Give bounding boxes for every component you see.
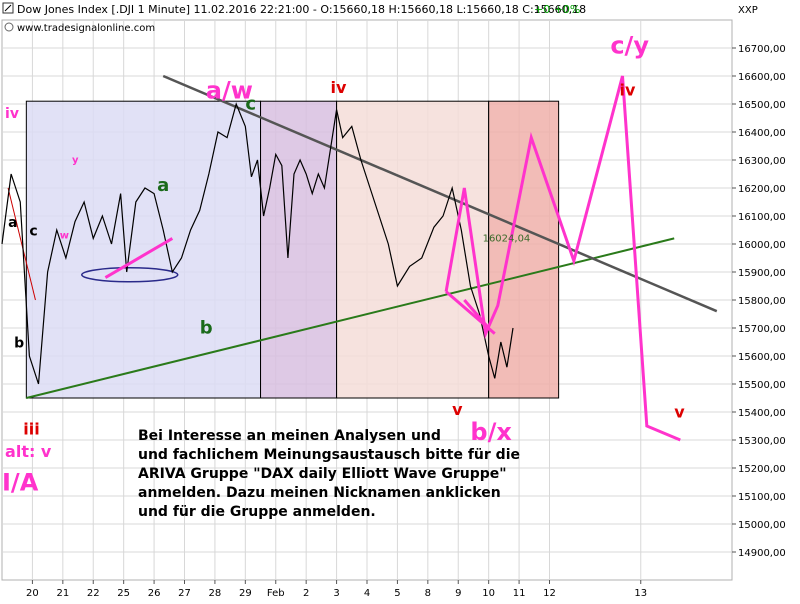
price-line <box>1 102 514 385</box>
wave-label: a <box>157 175 169 196</box>
x-tick-label: 11 <box>513 588 526 599</box>
note-line-4: anmelden. Dazu meinen Nicknamen anklicke… <box>138 485 501 501</box>
x-tick-label: 26 <box>148 588 161 599</box>
wave-label: c/y <box>610 32 649 60</box>
y-tick-label: 16400,00 <box>738 128 786 139</box>
y-tick-label: 16700,00 <box>738 44 786 55</box>
axis-layer: 14900,00 15000,00 15100,00 15200,00 15300,00… <box>26 44 786 599</box>
x-tick-label: 25 <box>117 588 130 599</box>
wave-label: b/x <box>470 418 512 446</box>
y-tick-label: 16600,00 <box>738 72 786 83</box>
y-tick-label: 16300,00 <box>738 156 786 167</box>
wave-label: iii <box>23 419 39 438</box>
x-tick-label: 21 <box>56 588 69 599</box>
wave-label: c <box>29 224 37 240</box>
x-tick-label: 28 <box>209 588 222 599</box>
y-tick-label: 14900,00 <box>738 548 786 559</box>
x-tick-label: 4 <box>364 588 370 599</box>
wave-label: v <box>452 400 463 419</box>
x-tick-label: 10 <box>482 588 495 599</box>
y-tick-label: 15200,00 <box>738 464 786 475</box>
chart-title: Dow Jones Index [.DJI 1 Minute] 11.02.20… <box>17 3 586 16</box>
y-tick-label: 16200,00 <box>738 184 786 195</box>
green-trend-line <box>26 237 675 399</box>
wave-label: a <box>8 215 17 231</box>
wave-label: v <box>674 403 685 422</box>
projection-layer <box>104 75 681 442</box>
y-tick-label: 15000,00 <box>738 520 786 531</box>
wave-label: iv <box>619 81 635 100</box>
x-tick-label: 5 <box>394 588 400 599</box>
wave-label: b <box>200 318 213 339</box>
wave-label: a/w <box>206 76 253 104</box>
wave-label: b <box>14 336 24 352</box>
y-tick-label: 15300,00 <box>738 436 786 447</box>
note-line-5: und für die Gruppe anmelden. <box>138 504 376 520</box>
y-tick-label: 15700,00 <box>738 324 786 335</box>
shaded-box <box>336 100 490 399</box>
line-layer <box>7 74 718 399</box>
change-readout: +0 +0% <box>534 3 580 16</box>
x-tick-label: 3 <box>333 588 339 599</box>
projection-segment <box>104 237 174 279</box>
x-tick-label: 12 <box>543 588 556 599</box>
y-tick-label: 16000,00 <box>738 240 786 251</box>
x-tick-label: 29 <box>239 588 252 599</box>
x-tick-label: 8 <box>425 588 431 599</box>
note-line-3: ARIVA Gruppe "DAX daily Elliott Wave Gru… <box>138 466 507 482</box>
x-tick-label: 9 <box>455 588 461 599</box>
note-line-1: Bei Interesse an meinen Analysen und <box>138 428 441 444</box>
website-label: www.tradesignalonline.com <box>17 23 155 34</box>
x-tick-label: 22 <box>87 588 100 599</box>
wave-label: alt: v <box>5 442 52 461</box>
axis-unit-label: XXP <box>738 5 758 16</box>
y-tick-label: 15900,00 <box>738 268 786 279</box>
wave-label: I/A <box>2 468 39 496</box>
header: Dow Jones Index [.DJI 1 Minute] 11.02.20… <box>2 2 758 34</box>
note-line-2: und fachlichem Meinungsaustausch bitte f… <box>138 447 520 463</box>
wave-label: iv <box>331 78 347 97</box>
y-tick-label: 15100,00 <box>738 492 786 503</box>
x-tick-label: 27 <box>178 588 191 599</box>
shaded-box <box>25 100 262 399</box>
projection-path <box>444 75 681 442</box>
y-tick-label: 15500,00 <box>738 380 786 391</box>
price-layer <box>1 102 514 385</box>
red-channel-line <box>7 187 36 301</box>
note-block: Bei Interesse an meinen Analysen und und… <box>138 428 520 520</box>
resistance-line <box>162 74 718 313</box>
price-readout-label: 16024,04 <box>483 233 531 244</box>
x-tick-label: 2 <box>303 588 309 599</box>
wave-label: iv <box>5 106 19 122</box>
projection-segment <box>445 290 496 335</box>
y-tick-label: 16500,00 <box>738 100 786 111</box>
y-tick-label: 15800,00 <box>738 296 786 307</box>
line-10 <box>4 4 12 12</box>
y-tick-label: 15400,00 <box>738 408 786 419</box>
copyright-icon <box>4 22 14 32</box>
wave-label: y <box>72 155 79 166</box>
consolidation-ellipse <box>81 267 179 283</box>
x-tick-label: 20 <box>26 588 39 599</box>
wave-label: w <box>60 230 69 241</box>
x-tick-label: Feb <box>267 588 285 599</box>
shaded-box <box>260 100 338 399</box>
y-tick-label: 15600,00 <box>738 352 786 363</box>
x-tick-label: 13 <box>634 588 647 599</box>
wave-label: c <box>245 94 256 115</box>
box-layer <box>25 100 560 399</box>
y-tick-label: 16100,00 <box>738 212 786 223</box>
